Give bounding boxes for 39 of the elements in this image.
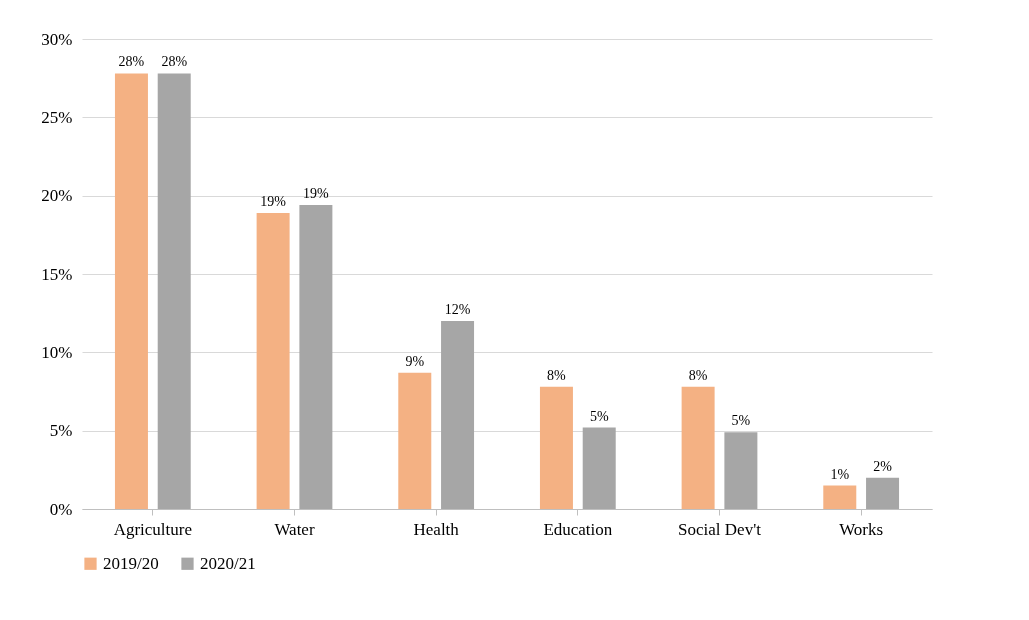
- y-tick-label: 30%: [41, 29, 73, 49]
- data-label: 19%: [303, 186, 330, 202]
- data-label: 1%: [830, 466, 850, 482]
- x-tick-label: Education: [543, 519, 613, 539]
- bar: [299, 205, 333, 509]
- y-tick-label: 20%: [41, 186, 73, 206]
- x-tick-label: Agriculture: [113, 519, 193, 539]
- data-label: 5%: [731, 413, 751, 429]
- data-label: 9%: [405, 353, 425, 369]
- y-tick-label: 0%: [49, 499, 73, 519]
- data-label: 19%: [260, 193, 287, 209]
- x-tick-label: Social Dev't: [678, 519, 762, 539]
- bar: [539, 386, 573, 509]
- data-label: 28%: [118, 54, 145, 70]
- y-tick-label: 25%: [41, 107, 73, 127]
- legend-label: 2019/20: [103, 553, 159, 573]
- bar: [256, 212, 290, 509]
- x-tick-label: Water: [274, 519, 315, 539]
- data-label: 8%: [547, 367, 567, 383]
- bar: [866, 477, 900, 509]
- data-label: 12%: [444, 302, 471, 317]
- data-label: 8%: [688, 367, 708, 383]
- data-label: 2%: [873, 458, 893, 474]
- bar: [398, 372, 432, 509]
- bar: [681, 386, 715, 509]
- bar: [724, 432, 758, 509]
- bar: [441, 321, 475, 509]
- data-label: 5%: [589, 408, 609, 424]
- y-tick-label: 5%: [49, 421, 73, 441]
- bar: [582, 427, 616, 509]
- y-tick-label: 15%: [41, 264, 73, 284]
- data-label: 28%: [161, 54, 188, 70]
- y-tick-label: 10%: [41, 342, 73, 362]
- legend-label: 2020/21: [200, 553, 256, 573]
- bar: [823, 485, 857, 509]
- x-tick-label: Works: [839, 519, 884, 539]
- x-tick-label: Health: [413, 519, 460, 539]
- bar: [114, 73, 148, 509]
- bar: [157, 73, 191, 509]
